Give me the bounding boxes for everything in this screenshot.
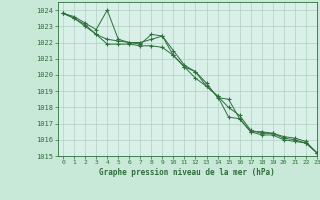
X-axis label: Graphe pression niveau de la mer (hPa): Graphe pression niveau de la mer (hPa) xyxy=(99,168,275,177)
